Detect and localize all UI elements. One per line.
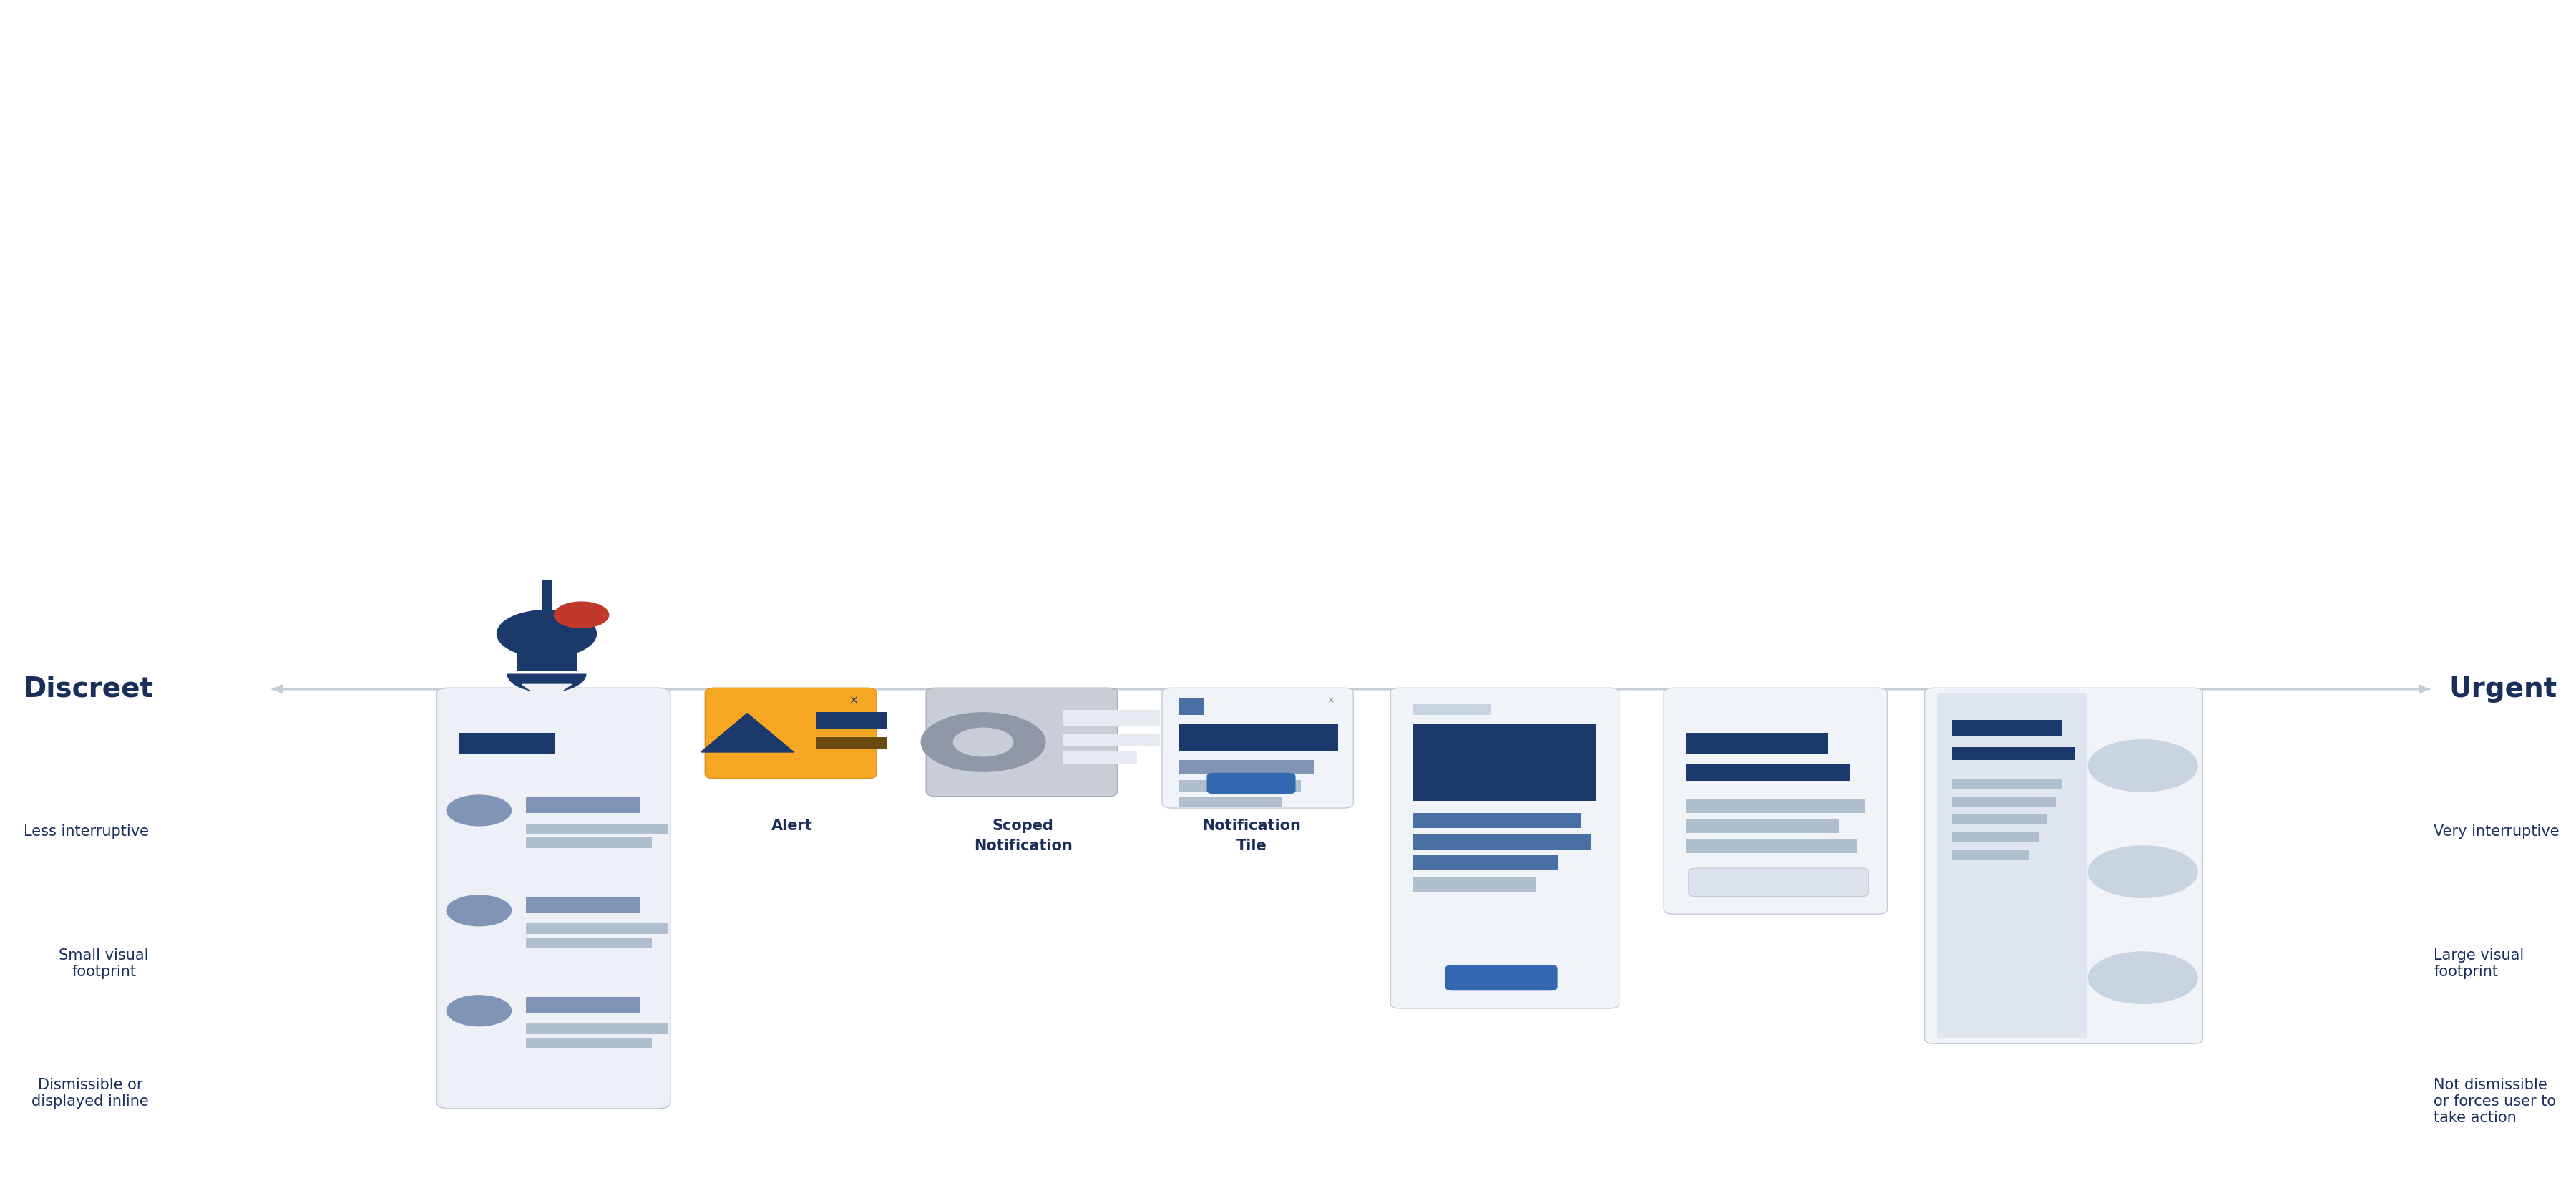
Bar: [1953, 779, 2061, 789]
Bar: [817, 713, 886, 729]
Bar: [526, 1024, 667, 1034]
Bar: [1180, 760, 1314, 774]
Circle shape: [533, 675, 559, 687]
FancyBboxPatch shape: [706, 688, 876, 779]
Bar: [459, 733, 554, 754]
Bar: [1180, 780, 1301, 792]
Bar: [1937, 694, 2087, 1038]
Bar: [1953, 849, 2027, 860]
Circle shape: [2089, 952, 2197, 1004]
Bar: [1064, 752, 1136, 763]
Bar: [1687, 819, 1839, 833]
Bar: [526, 997, 641, 1013]
Bar: [1412, 813, 1582, 828]
Bar: [1180, 699, 1203, 715]
Circle shape: [2089, 846, 2197, 898]
Bar: [1180, 796, 1283, 807]
Circle shape: [554, 602, 608, 628]
Text: ×: ×: [1327, 696, 1334, 706]
Bar: [526, 838, 652, 848]
Bar: [526, 796, 641, 813]
Bar: [526, 896, 641, 913]
Bar: [526, 924, 667, 934]
Bar: [526, 823, 667, 834]
Polygon shape: [523, 684, 572, 701]
FancyBboxPatch shape: [1664, 688, 1888, 914]
Bar: [526, 938, 652, 948]
Circle shape: [446, 795, 510, 826]
Polygon shape: [701, 714, 793, 753]
Bar: [526, 1038, 652, 1048]
Circle shape: [922, 713, 1046, 772]
Text: Welcome Mat: Welcome Mat: [2014, 819, 2128, 833]
FancyBboxPatch shape: [1690, 868, 1868, 896]
Bar: [1064, 735, 1159, 747]
Circle shape: [446, 995, 510, 1026]
Text: Large visual
footprint: Large visual footprint: [2434, 948, 2524, 979]
Text: Notification
Badge & Tray: Notification Badge & Tray: [507, 819, 618, 853]
FancyBboxPatch shape: [438, 688, 670, 1108]
Circle shape: [446, 895, 510, 926]
Bar: [541, 581, 551, 610]
Text: Modal/Prompt: Modal/Prompt: [1721, 819, 1839, 833]
Wedge shape: [507, 674, 587, 693]
Text: Less interruptive: Less interruptive: [23, 825, 149, 839]
Polygon shape: [523, 684, 572, 703]
Text: Small visual
footprint: Small visual footprint: [59, 948, 149, 979]
Text: Docked
Composer: Docked Composer: [1445, 819, 1530, 853]
Bar: [1064, 710, 1159, 726]
Circle shape: [497, 610, 595, 657]
Text: Discreet: Discreet: [23, 675, 155, 703]
Bar: [1412, 876, 1535, 892]
Bar: [1687, 765, 1850, 781]
FancyBboxPatch shape: [1924, 688, 2202, 1044]
Bar: [1953, 796, 2056, 807]
Bar: [1953, 747, 2074, 760]
Text: Very interruptive: Very interruptive: [2434, 825, 2561, 839]
Text: Notification
Tile: Notification Tile: [1203, 819, 1301, 853]
Text: Urgent: Urgent: [2450, 675, 2558, 703]
FancyBboxPatch shape: [1445, 965, 1558, 991]
FancyBboxPatch shape: [1162, 688, 1352, 808]
Text: ×: ×: [850, 695, 858, 707]
FancyBboxPatch shape: [1391, 688, 1620, 1008]
Bar: [1180, 724, 1337, 750]
Bar: [1953, 832, 2040, 842]
Bar: [1412, 703, 1492, 715]
FancyBboxPatch shape: [1206, 773, 1296, 794]
Bar: [1412, 834, 1592, 849]
Text: Dismissible or
displayed inline: Dismissible or displayed inline: [31, 1078, 149, 1108]
Bar: [518, 630, 577, 671]
Bar: [1953, 720, 2061, 736]
Bar: [1412, 855, 1558, 871]
Bar: [1687, 839, 1857, 853]
Bar: [1412, 724, 1597, 801]
Bar: [1687, 799, 1865, 813]
Bar: [1953, 814, 2048, 825]
Circle shape: [2089, 740, 2197, 792]
Text: Scoped
Notification: Scoped Notification: [974, 819, 1072, 853]
Text: Not dismissible
or forces user to
take action: Not dismissible or forces user to take a…: [2434, 1078, 2555, 1125]
Bar: [817, 737, 886, 749]
Circle shape: [953, 728, 1012, 756]
Text: Alert: Alert: [770, 819, 811, 833]
FancyBboxPatch shape: [927, 688, 1118, 796]
Bar: [1687, 733, 1829, 754]
